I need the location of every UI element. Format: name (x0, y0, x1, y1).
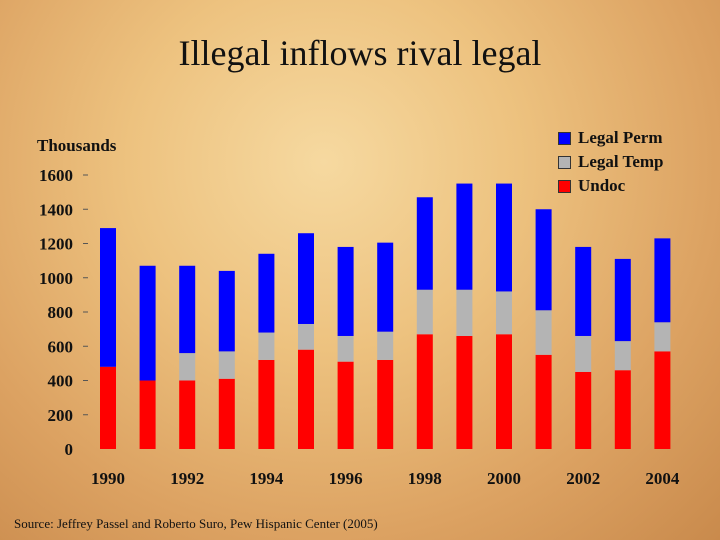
bar-legal-temp-1992 (179, 353, 196, 381)
bar-legal-perm-1992 (179, 265, 196, 354)
bar-undoc-2002 (575, 371, 592, 449)
bar-legal-perm-2003 (614, 258, 631, 342)
x-tick-label: 2000 (487, 469, 521, 488)
bar-legal-temp-1998 (416, 289, 433, 335)
bar-undoc-1995 (298, 349, 314, 449)
y-tick-label: 1600 (39, 166, 73, 185)
y-tick-label: 0 (65, 440, 74, 459)
legend-label: Legal Temp (578, 152, 664, 171)
bar-undoc-1990 (100, 366, 116, 449)
x-tick-label: 1994 (249, 469, 284, 488)
y-tick-label: 1000 (39, 269, 73, 288)
bar-undoc-1996 (337, 361, 354, 449)
bar-undoc-1994 (258, 359, 275, 449)
legend-item: Legal Temp (558, 150, 664, 174)
source-note: Source: Jeffrey Passel and Roberto Suro,… (14, 516, 378, 531)
bar-legal-perm-1993 (218, 270, 235, 352)
bar-undoc-1993 (218, 378, 235, 449)
bar-undoc-1997 (377, 359, 394, 449)
bar-undoc-1992 (179, 380, 196, 449)
bar-legal-perm-1990 (100, 228, 116, 367)
bar-legal-temp-1995 (298, 323, 314, 350)
bar-undoc-2004 (654, 351, 671, 449)
bar-legal-temp-1997 (377, 331, 394, 360)
bar-legal-perm-1995 (298, 233, 314, 324)
bar-legal-perm-1994 (258, 253, 275, 333)
y-tick-label: 200 (48, 406, 74, 425)
legend-item: Legal Perm (558, 126, 664, 150)
y-axis: 0 200 400 600 800 1000 1200 1400 1600 (39, 166, 88, 459)
bar-legal-temp-2004 (654, 322, 671, 352)
bar-undoc-2003 (614, 370, 631, 449)
legend-swatch (558, 179, 571, 193)
bar-legal-temp-1994 (258, 332, 275, 360)
bar-undoc-1999 (456, 335, 473, 449)
y-tick-label: 600 (48, 337, 74, 356)
x-tick-label: 2004 (645, 469, 680, 488)
legend-label: Legal Perm (578, 128, 663, 147)
bar-legal-perm-1996 (337, 246, 354, 336)
bar-legal-perm-1998 (416, 197, 433, 290)
bar-undoc-2000 (496, 334, 512, 449)
bar-legal-perm-2004 (654, 238, 671, 323)
x-tick-label: 1998 (408, 469, 442, 488)
bar-undoc-1998 (416, 334, 433, 449)
bar-area (100, 183, 671, 449)
x-tick-label: 1992 (170, 469, 204, 488)
x-tick-label: 2002 (566, 469, 600, 488)
y-tick-label: 400 (48, 372, 74, 391)
bar-legal-temp-2003 (614, 341, 631, 371)
bar-legal-perm-2000 (496, 183, 512, 292)
bar-legal-temp-1993 (218, 351, 235, 379)
legend-item: Undoc (558, 174, 664, 198)
bar-legal-temp-2000 (496, 291, 512, 335)
bar-legal-temp-2002 (575, 335, 592, 372)
legend-label: Undoc (578, 176, 626, 195)
y-axis-label: Thousands (37, 136, 117, 155)
y-tick-label: 1200 (39, 235, 73, 254)
legend-swatch (558, 155, 571, 169)
legend: Legal Perm Legal Temp Undoc (558, 126, 664, 198)
bar-legal-perm-2002 (575, 246, 592, 336)
bar-legal-perm-1999 (456, 183, 473, 290)
bar-undoc-2001 (535, 354, 552, 449)
bar-legal-perm-1991 (139, 265, 156, 381)
legend-swatch (558, 131, 571, 145)
x-tick-label: 1990 (91, 469, 125, 488)
bar-legal-temp-1999 (456, 289, 473, 336)
bar-legal-temp-2001 (535, 310, 552, 355)
y-tick-label: 1400 (39, 200, 73, 219)
x-tick-label: 1996 (329, 469, 363, 488)
bar-undoc-1991 (139, 380, 156, 449)
bar-legal-perm-1997 (377, 242, 394, 332)
chart-title: Illegal inflows rival legal (178, 33, 542, 73)
bar-legal-perm-2001 (535, 209, 552, 311)
bar-legal-temp-1996 (337, 335, 354, 362)
x-axis: 1990 1992 1994 1996 1998 2000 2002 2004 (91, 469, 680, 488)
y-tick-label: 800 (48, 303, 74, 322)
